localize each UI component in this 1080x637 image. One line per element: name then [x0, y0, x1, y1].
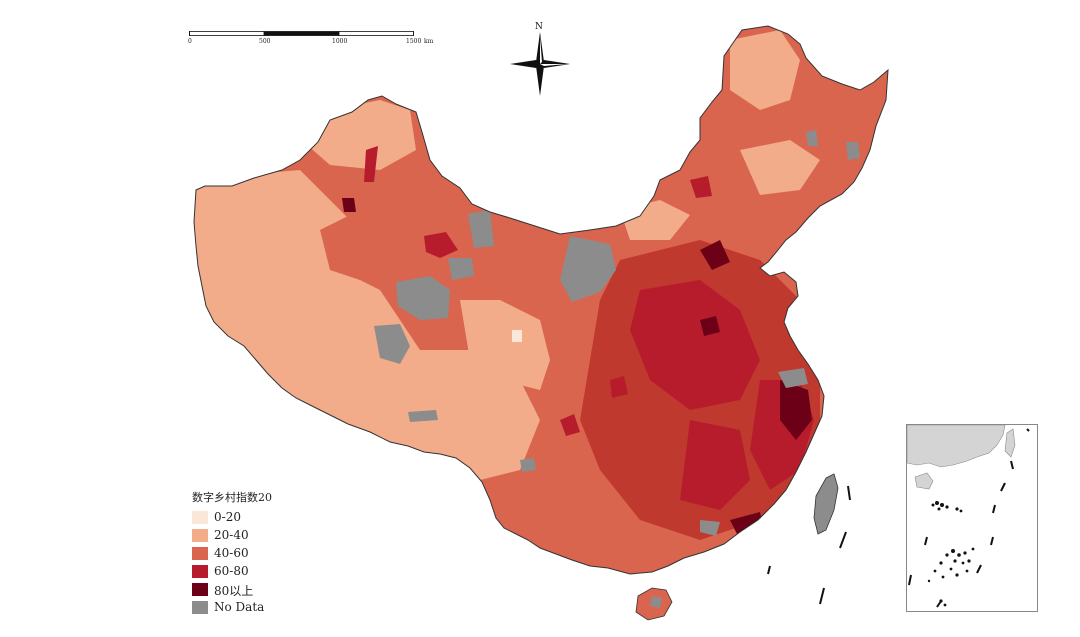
north-label: N [535, 22, 543, 32]
legend-item-0-20: 0-20 [192, 509, 312, 525]
legend-label: 0-20 [214, 510, 241, 524]
north-arrow-icon [510, 32, 570, 96]
legend-label: 80以上 [214, 584, 254, 598]
legend-label: No Data [214, 600, 265, 614]
legend-item-40-60: 40-60 [192, 545, 312, 561]
south-china-sea-inset [906, 424, 1038, 612]
legend-label: 40-60 [214, 546, 249, 560]
scale-bar: 0 500 1000 1500 km [188, 31, 433, 47]
legend-swatch [192, 583, 208, 596]
legend-label: 20-40 [214, 528, 249, 542]
map-legend: 数字乡村指数20 0-20 20-40 40-60 60-80 80以上 No … [190, 489, 310, 624]
legend-title: 数字乡村指数20 [192, 491, 272, 504]
scale-unit: km [424, 38, 434, 45]
scale-tick-1500: 1500 [406, 38, 422, 45]
legend-item-60-80: 60-80 [192, 563, 312, 579]
legend-item-20-40: 20-40 [192, 527, 312, 543]
legend-swatch [192, 565, 208, 578]
legend-item-80-plus: 80以上 [192, 581, 312, 598]
legend-label: 60-80 [214, 564, 249, 578]
legend-swatch [192, 601, 208, 614]
legend-swatch [192, 529, 208, 542]
legend-swatch [192, 511, 208, 524]
taiwan-island [813, 473, 839, 535]
legend-swatch [192, 547, 208, 560]
legend-item-no-data: No Data [192, 599, 312, 615]
scale-tick-0: 0 [188, 38, 192, 45]
scale-tick-1000: 1000 [332, 38, 348, 45]
scale-tick-500: 500 [259, 38, 271, 45]
